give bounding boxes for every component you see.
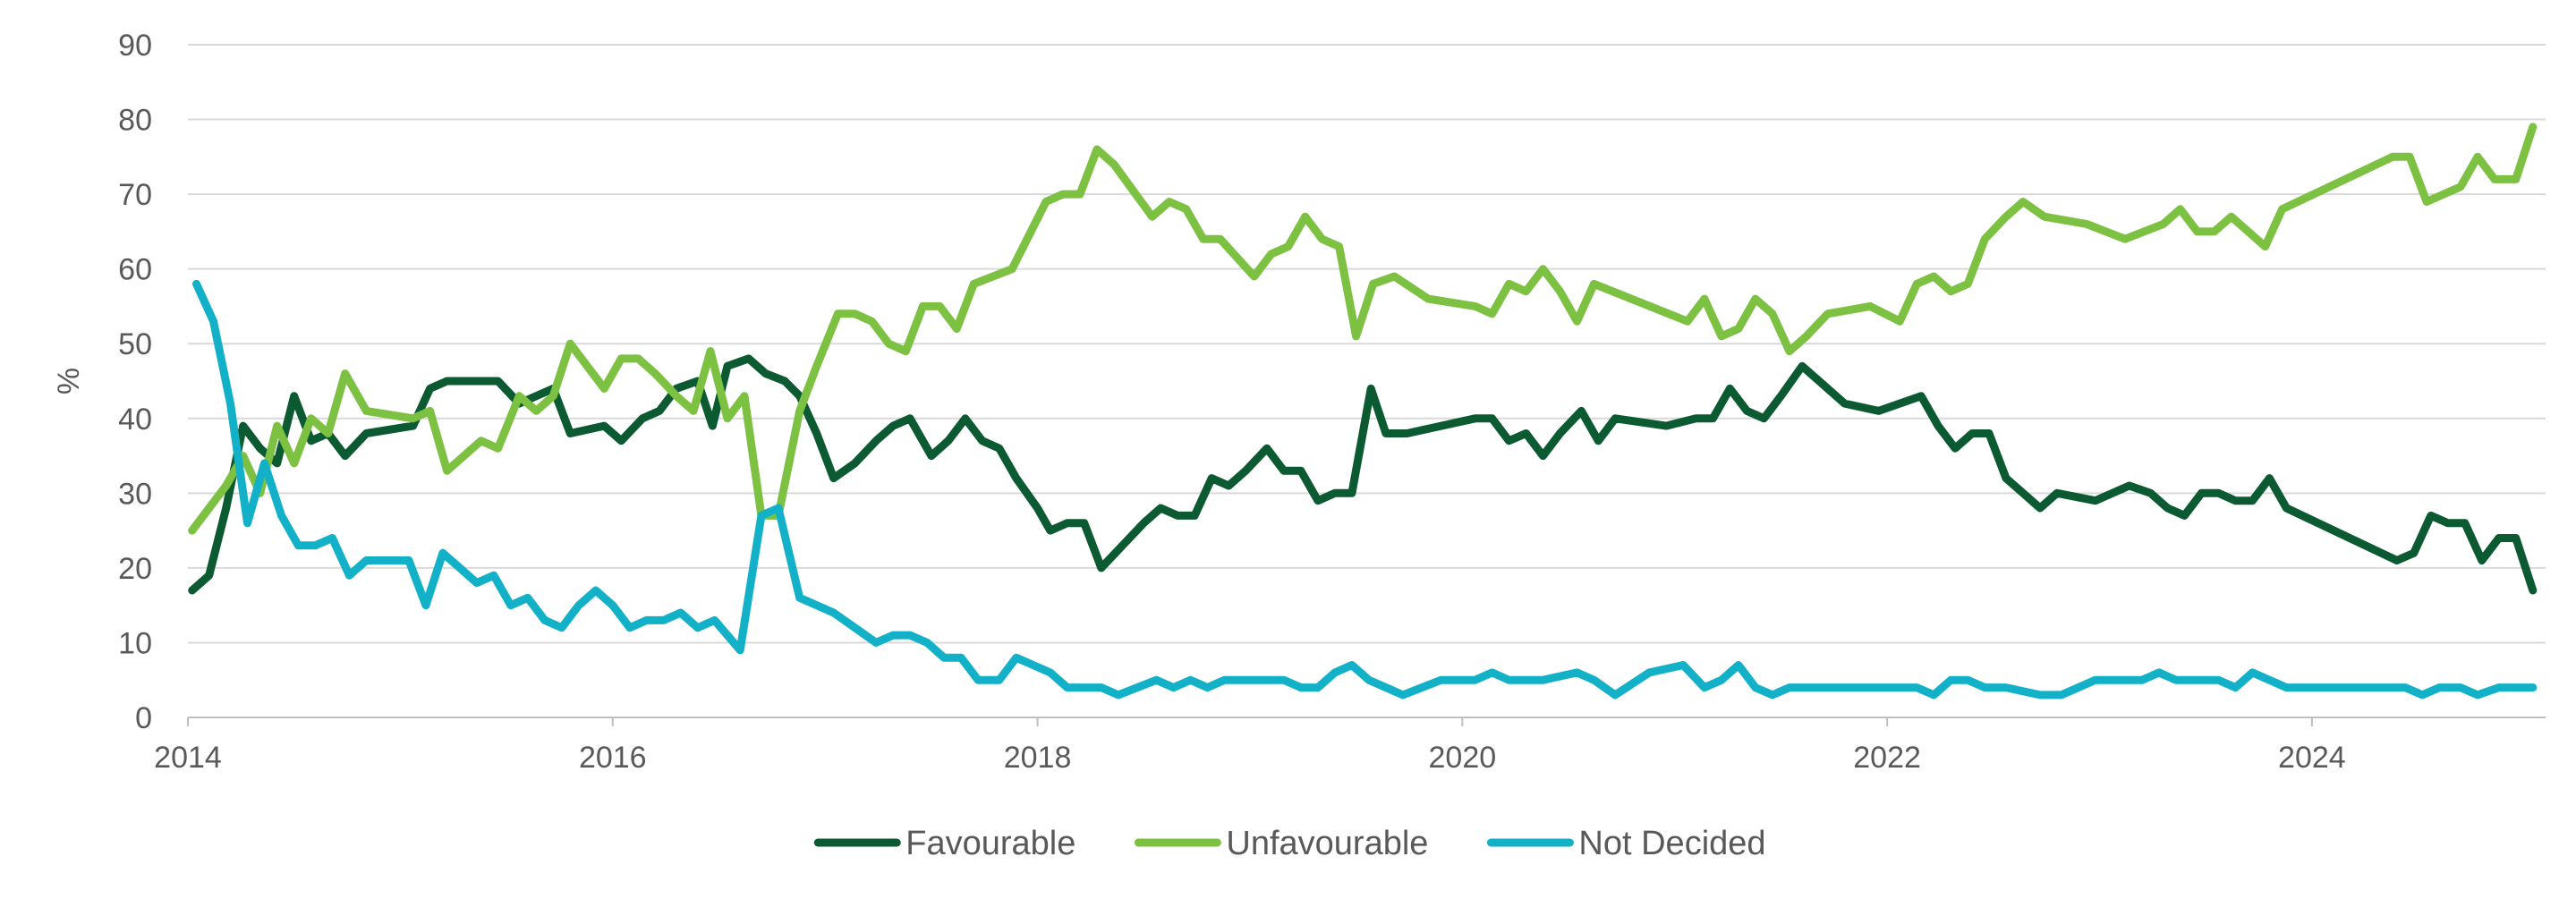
y-tick-label: 80 bbox=[118, 104, 152, 138]
x-tick-label: 2014 bbox=[154, 741, 222, 775]
y-tick-label: 40 bbox=[118, 403, 152, 437]
x-axis-ticks: 2014 2016 2018 2020 2022 2024 bbox=[154, 741, 2346, 775]
y-tick-label: 70 bbox=[118, 178, 152, 212]
y-tick-label: 30 bbox=[118, 477, 152, 511]
legend-item-not-decided: Not Decided bbox=[1486, 825, 1766, 862]
y-tick-label: 90 bbox=[118, 29, 152, 63]
series-line-unfavourable bbox=[188, 123, 2538, 535]
legend-label: Unfavourable bbox=[1226, 825, 1428, 862]
series-lines bbox=[188, 123, 2538, 700]
legend-item-unfavourable: Unfavourable bbox=[1134, 825, 1428, 862]
y-tick-label: 0 bbox=[135, 701, 152, 735]
legend-label: Favourable bbox=[905, 825, 1075, 862]
legend-item-favourable: Favourable bbox=[813, 825, 1075, 862]
x-tick-label: 2024 bbox=[2278, 741, 2346, 775]
axes bbox=[187, 717, 2546, 726]
series-line-not-decided bbox=[192, 279, 2538, 700]
y-tick-label: 20 bbox=[118, 552, 152, 586]
legend-label: Not Decided bbox=[1578, 825, 1765, 862]
series-line-favourable bbox=[188, 354, 2538, 595]
y-axis-ticks: 0 10 20 30 40 50 60 70 80 90 bbox=[118, 29, 152, 735]
x-tick-label: 2022 bbox=[1853, 741, 1921, 775]
y-tick-label: 60 bbox=[118, 253, 152, 287]
y-tick-label: 50 bbox=[118, 327, 152, 361]
y-tick-label: 10 bbox=[118, 626, 152, 660]
x-tick-label: 2020 bbox=[1429, 741, 1497, 775]
x-tick-label: 2018 bbox=[1004, 741, 1072, 775]
y-axis-label: % bbox=[52, 368, 86, 394]
legend: Favourable Unfavourable Not Decided bbox=[813, 825, 1766, 862]
x-tick-label: 2016 bbox=[579, 741, 647, 775]
gridlines bbox=[188, 44, 2546, 644]
